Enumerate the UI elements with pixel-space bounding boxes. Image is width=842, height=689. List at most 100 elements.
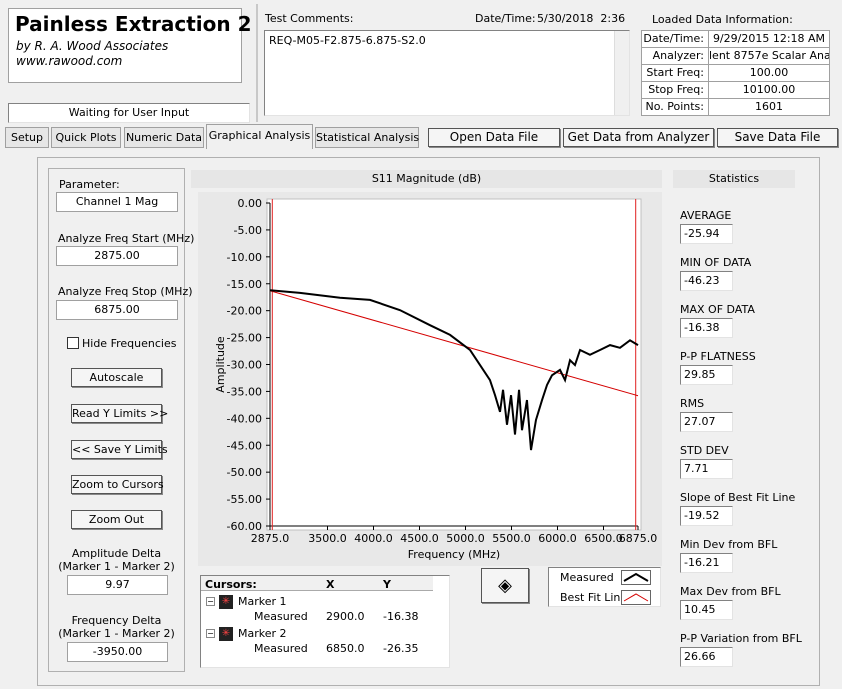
plot-area bbox=[266, 198, 642, 531]
cursor-x: 6850.0 bbox=[326, 642, 365, 655]
y-tick-label: -50.00 bbox=[227, 466, 262, 479]
control-button[interactable]: << Save Y Limits bbox=[71, 440, 168, 459]
stat-value: -16.38 bbox=[680, 318, 733, 338]
loaded-key: Start Freq: bbox=[641, 64, 709, 82]
trace-name: Measured bbox=[254, 642, 308, 655]
legend-swatch bbox=[621, 590, 651, 605]
comments-field[interactable]: REQ-M05-F2.875-6.875-S2.0 bbox=[264, 30, 630, 116]
stat-label: Max Dev from BFL bbox=[680, 585, 781, 598]
y-tick-label: -55.00 bbox=[227, 493, 262, 506]
label: (Marker 1 - Marker 2) bbox=[58, 627, 175, 640]
series-line bbox=[269, 290, 639, 397]
y-tick-label: -10.00 bbox=[227, 251, 262, 264]
loaded-value: 100.00 bbox=[708, 64, 830, 82]
numeric-field[interactable]: 2875.00 bbox=[56, 246, 178, 266]
legend-line bbox=[623, 593, 649, 602]
label: Frequency Delta bbox=[71, 614, 162, 627]
checkbox[interactable] bbox=[67, 337, 79, 349]
x-tick-label: 6000.0 bbox=[538, 532, 577, 545]
pan-tool[interactable]: ◈ bbox=[481, 568, 529, 603]
cursor-y: -26.35 bbox=[383, 642, 419, 655]
cursor-col-header: Cursors: bbox=[205, 578, 257, 591]
stat-label: MIN OF DATA bbox=[680, 256, 752, 269]
loaded-key: Date/Time: bbox=[641, 30, 709, 48]
x-tick-label: 2875.0 bbox=[251, 532, 290, 545]
x-tick-label: 6875.0 bbox=[619, 532, 658, 545]
y-tick-label: -25.00 bbox=[227, 332, 262, 345]
y-tick-label: -15.00 bbox=[227, 278, 262, 291]
legend-swatch bbox=[621, 570, 651, 585]
comments-label: Test Comments: bbox=[265, 12, 354, 25]
stat-label: MAX OF DATA bbox=[680, 303, 755, 316]
stat-value: -19.52 bbox=[680, 506, 733, 526]
x-tick-label: 6500.0 bbox=[584, 532, 623, 545]
y-tick-label: 0.00 bbox=[238, 197, 263, 210]
tree-toggle[interactable]: − bbox=[206, 597, 215, 606]
tree-toggle[interactable]: − bbox=[206, 629, 215, 638]
x-tick-label: 3500.0 bbox=[308, 532, 347, 545]
title-box bbox=[8, 8, 242, 83]
trace-name: Measured bbox=[254, 610, 308, 623]
loaded-key: Analyzer: bbox=[641, 47, 709, 65]
stat-value: 7.71 bbox=[680, 459, 733, 479]
y-tick-label: -5.00 bbox=[234, 224, 262, 237]
stats-title: Statistics bbox=[673, 170, 795, 188]
loaded-value: 9/29/2015 12:18 AM bbox=[708, 30, 830, 48]
stat-value: 26.66 bbox=[680, 647, 733, 667]
series-line bbox=[269, 289, 639, 451]
stat-label: P-P FLATNESS bbox=[680, 350, 756, 363]
x-tick-label: 5500.0 bbox=[492, 532, 531, 545]
control-button[interactable]: Read Y Limits >> bbox=[71, 404, 168, 423]
cursor-col-header: Y bbox=[383, 578, 391, 591]
numeric-field[interactable]: 6875.00 bbox=[56, 300, 178, 320]
tab[interactable]: Numeric Data bbox=[124, 127, 204, 148]
control-button[interactable]: Zoom Out bbox=[71, 510, 162, 529]
tab[interactable]: Graphical Analysis bbox=[206, 124, 313, 149]
stat-value: -25.94 bbox=[680, 224, 733, 244]
loaded-value: lent 8757e Scalar Analyz bbox=[708, 47, 830, 65]
app-title: Painless Extraction 2 bbox=[15, 12, 252, 36]
graph-title: S11 Magnitude (dB) bbox=[191, 170, 662, 188]
x-tick-label: 4500.0 bbox=[400, 532, 439, 545]
label: Analyze Freq Stop (MHz) bbox=[58, 285, 193, 298]
stat-label: AVERAGE bbox=[680, 209, 732, 222]
loaded-key: Stop Freq: bbox=[641, 81, 709, 99]
stat-value: 27.07 bbox=[680, 412, 733, 432]
control-button[interactable]: Autoscale bbox=[71, 368, 162, 387]
toolbar-button[interactable]: Save Data File bbox=[717, 128, 838, 147]
stat-value: 10.45 bbox=[680, 600, 733, 620]
marker-name: Marker 2 bbox=[238, 627, 287, 640]
tab[interactable]: Quick Plots bbox=[51, 127, 121, 148]
tab[interactable]: Statistical Analysis bbox=[315, 127, 419, 148]
stat-label: Slope of Best Fit Line bbox=[680, 491, 796, 504]
y-tick-label: -40.00 bbox=[227, 412, 262, 425]
byline: by R. A. Wood Associates bbox=[16, 39, 169, 53]
toolbar-button[interactable]: Open Data File bbox=[428, 128, 560, 147]
dropdown[interactable]: Channel 1 Mag bbox=[56, 192, 178, 212]
status-box: Waiting for User Input bbox=[8, 103, 250, 123]
control-button[interactable]: Zoom to Cursors bbox=[71, 475, 164, 494]
y-tick-label: -45.00 bbox=[227, 439, 262, 452]
datetime-value: 5/30/2018 2:36 bbox=[537, 12, 626, 25]
tab[interactable]: Setup bbox=[5, 127, 49, 148]
label: (Marker 1 - Marker 2) bbox=[58, 560, 175, 573]
scrollbar bbox=[614, 31, 629, 115]
cursor-x: 2900.0 bbox=[326, 610, 365, 623]
legend-line bbox=[623, 572, 649, 582]
y-tick-label: -60.00 bbox=[227, 520, 262, 533]
toolbar-button[interactable]: Get Data from Analyzer bbox=[563, 128, 714, 147]
cursor-header bbox=[201, 576, 433, 591]
loaded-value: 10100.00 bbox=[708, 81, 830, 99]
y-tick-label: -30.00 bbox=[227, 359, 262, 372]
label: Analyze Freq Start (MHz) bbox=[58, 232, 195, 245]
readout: -3950.00 bbox=[67, 642, 168, 662]
x-axis-label: Frequency (MHz) bbox=[408, 548, 500, 561]
checkbox-label: Hide Frequencies bbox=[82, 337, 177, 350]
marker-name: Marker 1 bbox=[238, 595, 287, 608]
stat-label: Min Dev from BFL bbox=[680, 538, 778, 551]
stat-label: RMS bbox=[680, 397, 705, 410]
y-tick-label: -35.00 bbox=[227, 385, 262, 398]
stat-value: -46.23 bbox=[680, 271, 733, 291]
datetime-label: Date/Time: bbox=[475, 12, 536, 25]
marker-icon: ✳ bbox=[219, 627, 233, 641]
